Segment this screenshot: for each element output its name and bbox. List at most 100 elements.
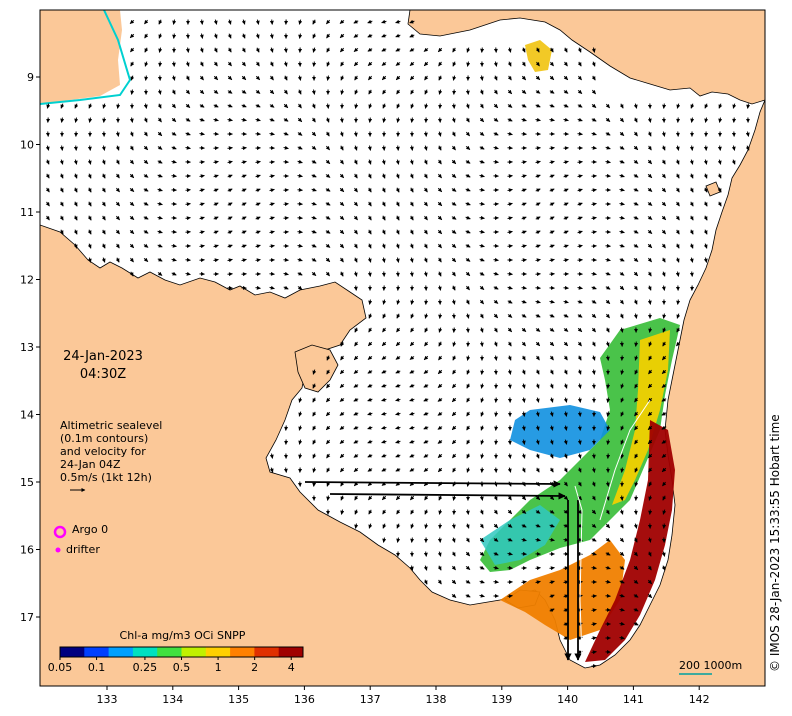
velocity-arrow [410, 327, 415, 333]
velocity-arrow [689, 243, 694, 249]
x-tick-label: 139 [491, 693, 512, 706]
velocity-arrow [381, 215, 386, 221]
velocity-arrow [466, 439, 471, 445]
velocity-arrow [577, 299, 583, 304]
velocity-arrow [353, 397, 359, 402]
velocity-arrow [255, 160, 261, 165]
velocity-arrow [591, 61, 596, 67]
y-tick-label: 13 [20, 341, 34, 354]
velocity-arrow [648, 369, 653, 375]
velocity-arrow [382, 103, 387, 109]
velocity-arrow [591, 327, 596, 333]
velocity-arrow [620, 397, 625, 403]
velocity-arrow [577, 439, 582, 445]
velocity-arrow [129, 187, 135, 193]
velocity-arrow [367, 187, 372, 193]
velocity-arrow [213, 89, 219, 94]
chl-cyan-zone [480, 505, 560, 565]
velocity-arrow [269, 103, 275, 108]
velocity-arrow [353, 159, 358, 165]
velocity-arrow [298, 453, 303, 459]
velocity-arrow [633, 229, 639, 234]
velocity-arrow [213, 202, 219, 207]
velocity-arrow [591, 271, 597, 276]
velocity-arrow [535, 425, 540, 431]
velocity-arrow [591, 103, 597, 108]
velocity-arrow [424, 313, 429, 319]
velocity-arrow [591, 47, 596, 53]
velocity-arrow [255, 61, 260, 67]
velocity-arrow [465, 327, 470, 333]
velocity-arrow [661, 439, 667, 444]
velocity-arrow [507, 174, 513, 179]
velocity-arrow [732, 103, 737, 109]
velocity-arrow [493, 341, 498, 347]
drifter-label: drifter [66, 543, 100, 556]
velocity-arrow [409, 257, 414, 263]
velocity-arrow [185, 145, 191, 150]
velocity-arrow [59, 173, 64, 179]
velocity-arrow [647, 173, 653, 179]
velocity-arrow [633, 313, 638, 319]
velocity-arrow [367, 33, 373, 38]
velocity-arrow [563, 75, 569, 81]
velocity-arrow [395, 341, 401, 347]
velocity-arrow [619, 215, 625, 220]
velocity-arrow [563, 117, 569, 122]
velocity-arrow [185, 271, 191, 276]
velocity-arrow [465, 117, 470, 123]
velocity-arrow [326, 453, 331, 459]
velocity-arrow [465, 159, 471, 164]
velocity-arrow [535, 355, 540, 361]
velocity-arrow [241, 216, 247, 221]
velocity-arrow [157, 187, 163, 192]
velocity-arrow [507, 89, 513, 95]
velocity-arrow [409, 411, 415, 416]
velocity-arrow [647, 187, 653, 192]
velocity-arrow [535, 244, 541, 249]
velocity-arrow [101, 243, 106, 249]
velocity-arrow [480, 383, 485, 389]
velocity-arrow [563, 160, 569, 165]
velocity-arrow [115, 243, 120, 249]
colorbar-tick-label: 4 [288, 661, 295, 674]
velocity-arrow [577, 425, 582, 431]
velocity-arrow [563, 244, 569, 249]
velocity-arrow [157, 103, 162, 109]
velocity-arrow [535, 174, 541, 179]
velocity-arrow [409, 33, 415, 38]
y-tick-label: 12 [20, 274, 34, 287]
velocity-arrow [479, 117, 485, 123]
velocity-arrow [367, 383, 373, 388]
velocity-arrow [717, 145, 722, 151]
velocity-arrow [689, 173, 694, 179]
velocity-arrow [157, 243, 163, 248]
velocity-arrow [549, 75, 555, 81]
velocity-arrow [396, 103, 401, 109]
velocity-arrow [115, 187, 120, 193]
velocity-arrow [690, 103, 695, 109]
velocity-arrow [171, 271, 177, 276]
velocity-arrow [437, 187, 443, 193]
velocity-arrow [591, 313, 597, 319]
velocity-arrow [340, 341, 345, 347]
velocity-arrow [367, 369, 373, 374]
velocity-arrow [479, 89, 484, 95]
velocity-arrow [409, 159, 414, 165]
velocity-arrow [451, 243, 457, 248]
velocity-arrow [479, 285, 485, 290]
velocity-arrow [535, 313, 541, 318]
velocity-arrow [577, 285, 583, 290]
velocity-arrow [451, 117, 456, 123]
velocity-arrow [507, 369, 512, 375]
velocity-arrow [661, 145, 666, 151]
velocity-arrow [479, 229, 485, 234]
velocity-arrow [619, 495, 624, 501]
velocity-arrow [283, 61, 288, 67]
x-axis-ticks: 133 134 135 136 137 138 139 140 141 142 [97, 686, 710, 706]
velocity-arrow [311, 243, 317, 248]
velocity-arrow [129, 131, 134, 137]
velocity-arrow [452, 61, 457, 67]
velocity-arrow [563, 188, 569, 193]
velocity-arrow [633, 257, 639, 262]
